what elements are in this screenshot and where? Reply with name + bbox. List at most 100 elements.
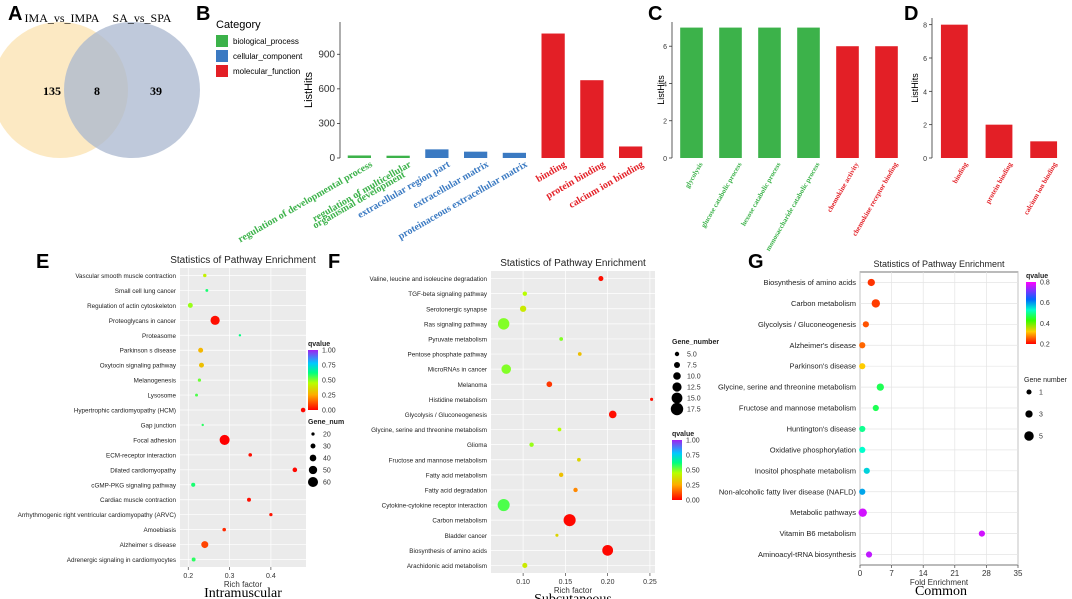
- dot-proteoglycans-in-cancer: [210, 315, 220, 325]
- legend-title-category: Category: [216, 19, 261, 31]
- dot-fructose-and-mannose-metabolism: [872, 404, 879, 412]
- legend-color-tick: 0.00: [322, 408, 336, 415]
- pathway-label: Lysosome: [148, 393, 177, 400]
- legend-color-tick: 1.00: [686, 438, 700, 445]
- dot-aminoacyl-trna-biosynthesis: [865, 551, 873, 558]
- y-tick-label: 8: [923, 23, 927, 30]
- dot-huntington-s-disease: [859, 425, 866, 433]
- bar-regulation-of-multicellular-organismal-development: [386, 155, 410, 158]
- dot-small-cell-lung-cancer: [205, 288, 209, 292]
- dot-cardiac-muscle-contraction: [247, 497, 251, 502]
- pathway-label: Fatty acid metabolism: [426, 472, 487, 479]
- legend-color-tick: 0.75: [686, 453, 700, 460]
- pathway-label: Histidine metabolism: [429, 397, 487, 404]
- pathway-label: Biosynthesis of amino acids: [409, 548, 487, 555]
- x-axis-title: Fold Enrichment: [910, 578, 969, 587]
- legend-size-dot: [670, 402, 684, 416]
- legend-label-biological-process: biological_process: [233, 37, 299, 46]
- x-tick-label: 0.4: [266, 573, 276, 580]
- bar-binding: [541, 33, 565, 159]
- dot-inositol-phosphate-metabolism: [863, 467, 870, 474]
- pathway-label: Melanoma: [458, 382, 488, 389]
- dot-lysosome: [195, 393, 198, 397]
- pathway-label: Serotonergic synapse: [426, 306, 487, 313]
- pathway-label: Oxidative phosphorylation: [770, 445, 856, 454]
- dot-oxidative-phosphorylation: [859, 446, 866, 453]
- dot-metabolic-pathways: [858, 508, 867, 517]
- bar-binding: [940, 24, 968, 158]
- x-axis-title: Rich factor: [554, 586, 593, 595]
- bar-glucose-catabolic-process: [719, 27, 742, 159]
- dot-biosynthesis-of-amino-acids: [867, 278, 875, 287]
- x-category-label: glucose catabolic process: [700, 161, 744, 229]
- legend-size-label: 1: [1039, 390, 1043, 397]
- dot-oxytocin-signaling-pathway: [199, 362, 204, 368]
- panel-caption: Intramuscular: [204, 586, 282, 599]
- x-tick-label: 0.15: [559, 579, 573, 586]
- pathway-label: Glycine, serine and threonine metabolism: [718, 383, 856, 392]
- bar-extracellular-region-part: [425, 149, 449, 158]
- y-tick-label: 0: [663, 156, 667, 163]
- panel-label-d: D: [904, 3, 918, 25]
- legend-color-tick: 0.75: [322, 363, 336, 370]
- pathway-label: Arrhythmogenic right ventricular cardiom…: [18, 512, 176, 519]
- dot-glycolysis-gluconeogenesis: [862, 321, 869, 328]
- pathway-label: Small cell lung cancer: [115, 288, 176, 295]
- plot-panel: [491, 271, 655, 573]
- pathway-label: Glycolysis / Gluconeogenesis: [405, 412, 487, 419]
- x-tick-label: 0.20: [601, 579, 615, 586]
- legend-color-bar: [672, 440, 682, 500]
- legend-size-dot: [671, 392, 683, 404]
- y-axis-title: ListHits: [656, 75, 666, 105]
- dot-carbon-metabolism: [871, 299, 880, 308]
- legend-size-label: 10.0: [687, 374, 701, 381]
- legend-swatch-biological-process: [216, 35, 228, 47]
- dot-non-alcoholic-fatty-liver-disease-nafld: [859, 488, 866, 495]
- legend-size-label: 5: [1039, 434, 1043, 441]
- pathway-label: Glycolysis / Gluconeogenesis: [758, 320, 856, 329]
- pathway-label: Regulation of actin cytoskeleton: [87, 303, 176, 310]
- pathway-label: Alzheimer's disease: [790, 341, 856, 350]
- y-tick-label: 2: [663, 119, 667, 126]
- pathway-label: Fatty acid degradation: [425, 487, 488, 494]
- legend-size-dot: [307, 476, 319, 488]
- legend-size-label: 3: [1039, 412, 1043, 419]
- pathway-label: Glycine, serine and threonine metabolism: [371, 427, 487, 434]
- dot-dilated-cardiomyopathy: [292, 467, 298, 473]
- panel-caption: Subcutaneous: [534, 592, 612, 599]
- dot-regulation-of-actin-cytoskeleton: [187, 302, 193, 308]
- x-tick-label: 35: [1014, 569, 1023, 578]
- legend-size-dot: [673, 372, 681, 380]
- x-tick-label: 0.25: [643, 579, 657, 586]
- panel-e-pathway-dotplot: Statistics of Pathway Enrichment 0.2 0.3 0.…: [18, 255, 345, 599]
- x-category-label: calcium ion binding: [1022, 161, 1059, 217]
- legend-color-tick: 0.25: [686, 483, 700, 490]
- plot-panel: [180, 268, 306, 567]
- bar-hexose-catabolic-process: [758, 27, 781, 159]
- dot-gap-junction: [201, 423, 204, 427]
- bar-chemokine-activity: [836, 46, 859, 158]
- y-tick-label: 600: [318, 84, 335, 95]
- legend-size-dot: [672, 382, 682, 392]
- pathway-label: Dilated cardiomyopathy: [110, 467, 177, 474]
- dot-valine-leucine-and-isoleucine-degradation: [598, 276, 604, 282]
- legend-color-tick: 0.50: [322, 378, 336, 385]
- x-axis-title: Rich factor: [224, 580, 263, 589]
- pathway-label: Ras signaling pathway: [424, 321, 488, 328]
- dot-proteasome: [238, 334, 242, 337]
- pathway-label: Arachidonic acid metabolism: [407, 563, 487, 570]
- pathway-label: Cardiac muscle contraction: [100, 497, 176, 504]
- bar-chemokine-receptor-binding: [875, 46, 898, 158]
- dot-biosynthesis-of-amino-acids: [602, 544, 614, 556]
- bar-extracellular-matrix: [464, 151, 488, 158]
- pathway-label: Pyruvate metabolism: [428, 336, 487, 343]
- plot-title: Statistics of Pathway Enrichment: [873, 259, 1005, 269]
- y-tick-label: 6: [923, 56, 927, 63]
- legend-color-tick: 0.00: [686, 498, 700, 505]
- x-tick-label: 28: [982, 569, 991, 578]
- x-tick-label: 0.3: [225, 573, 235, 580]
- x-tick-label: 7: [889, 569, 894, 578]
- pathway-label: Inositol phosphate metabolism: [755, 466, 856, 475]
- bar-calcium-ion-binding: [1030, 141, 1058, 158]
- legend-size-title: Gene_number: [672, 339, 719, 346]
